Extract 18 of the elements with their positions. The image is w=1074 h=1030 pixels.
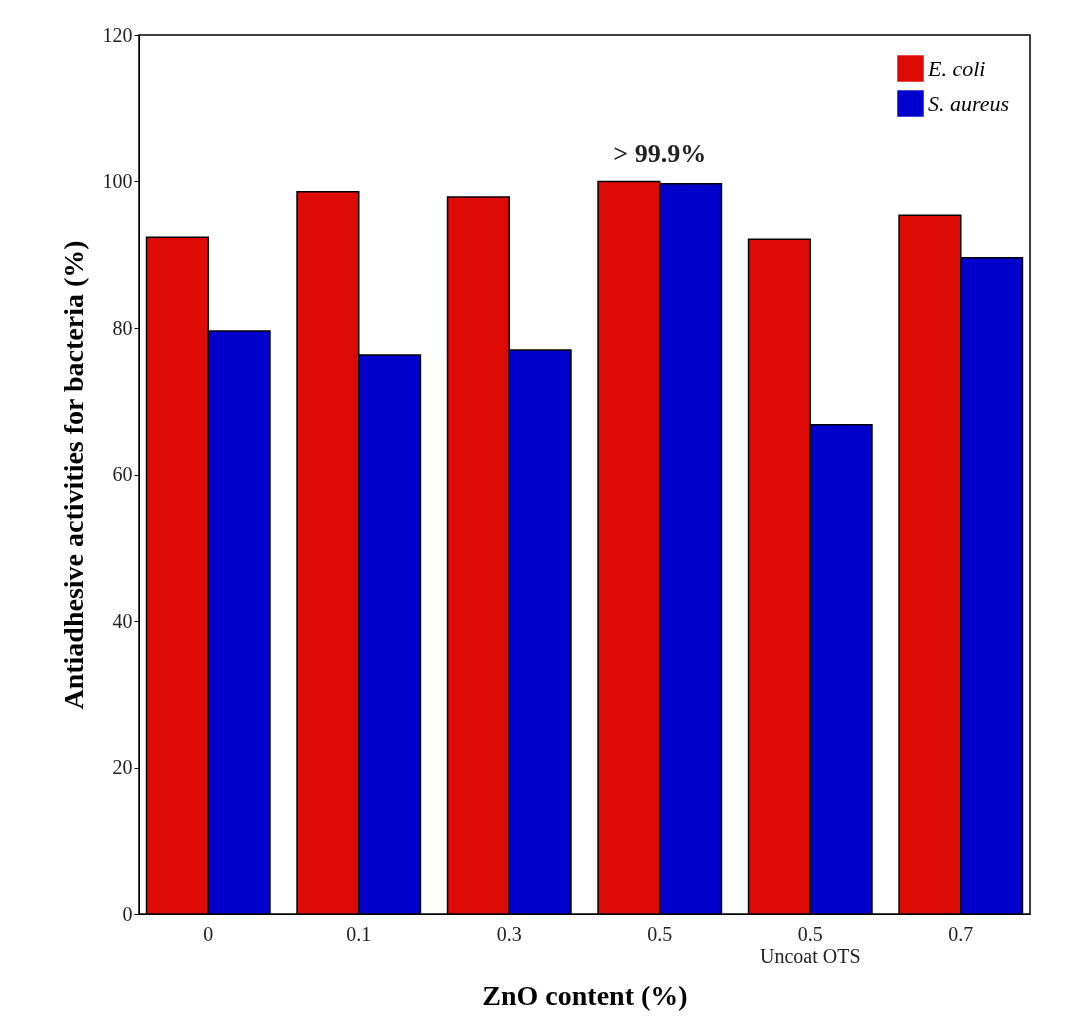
y-axis-title: Antiadhesive activities for bacteria (%) <box>57 240 89 710</box>
y-tick-label: 20 <box>112 756 133 778</box>
x-tick-label: 0.3 <box>496 922 522 945</box>
x-tick-label: 0.1 <box>346 922 372 945</box>
y-tick-label: 40 <box>112 609 133 632</box>
legend-label: S. aureus <box>928 90 1010 116</box>
y-tick-label: 120 <box>102 23 133 46</box>
legend-label: E. coli <box>927 55 986 81</box>
x-axis-title: ZnO content (%) <box>482 979 688 1011</box>
x-tick-label: 0 <box>203 922 214 945</box>
y-tick-label: 100 <box>102 170 133 192</box>
x-tick-label: 0.5 Uncoat OTS <box>759 922 861 967</box>
y-tick-label: 80 <box>112 316 133 339</box>
x-tick-label: 0.7 <box>948 922 974 945</box>
y-tick-label: 0 <box>122 902 133 925</box>
y-tick-label: 60 <box>112 463 133 485</box>
x-tick-label: 0.5 <box>647 922 673 945</box>
annotation: > 99.9% <box>613 138 707 168</box>
